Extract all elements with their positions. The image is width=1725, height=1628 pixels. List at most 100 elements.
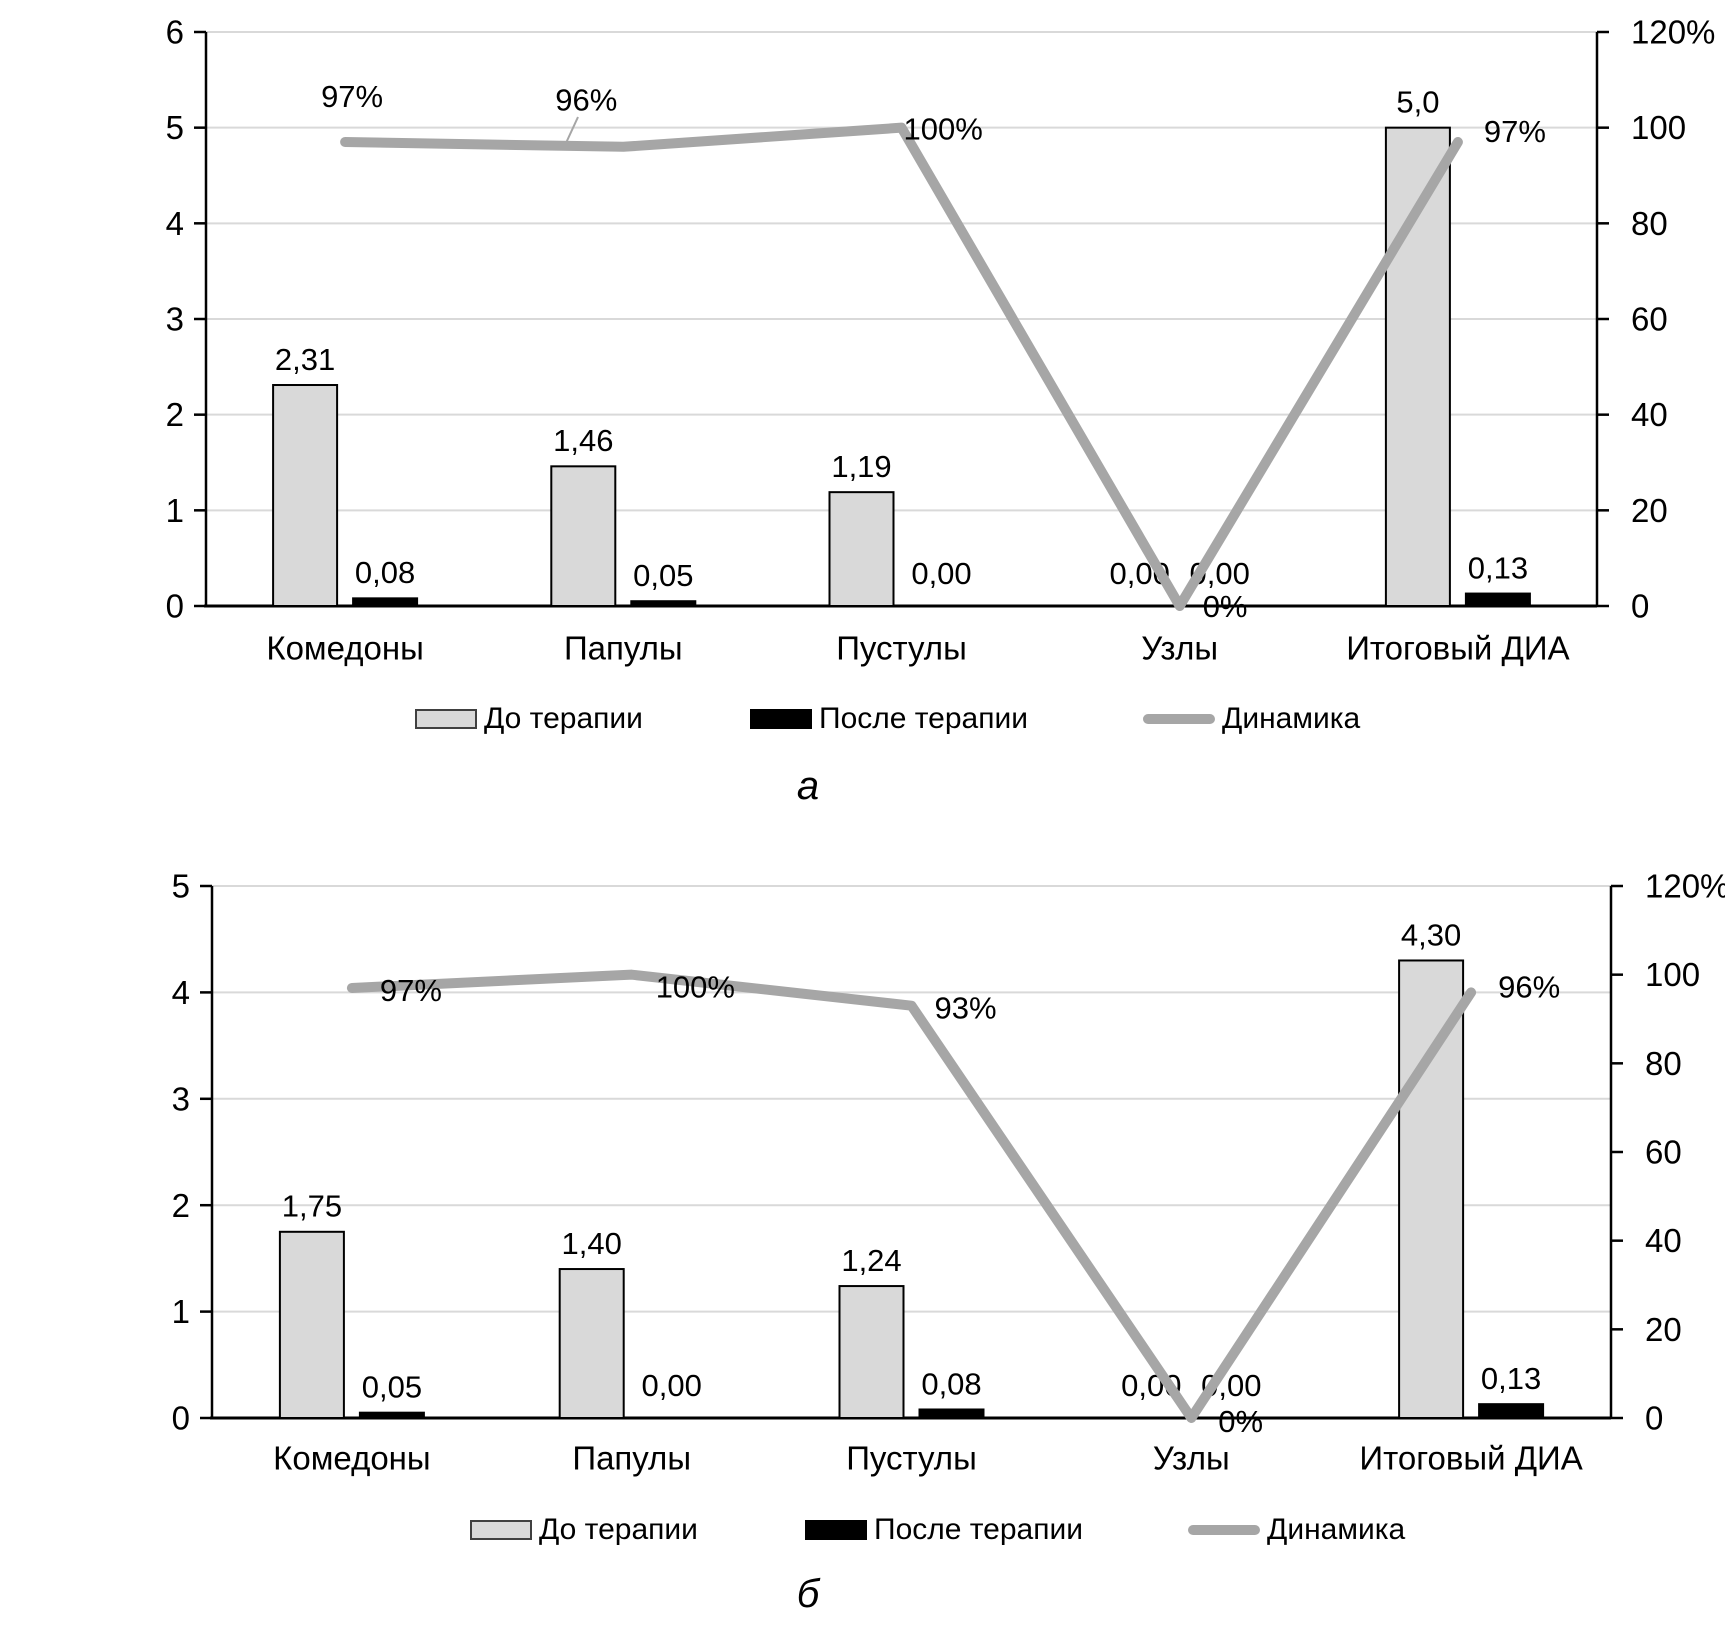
bar — [550, 465, 617, 607]
legend-item-after-a: После терапии — [750, 702, 1028, 736]
right-axis-tick-label: 60 — [1631, 301, 1668, 338]
left-axis-tick-label: 3 — [166, 301, 184, 338]
bar — [558, 1268, 625, 1420]
bar — [352, 597, 419, 608]
category-label: Итоговый ДИА — [1346, 630, 1569, 667]
legend-label-dynamics: Динамика — [1222, 702, 1361, 735]
right-axis-tick-label: 40 — [1631, 396, 1668, 433]
legend-item-before-b: До терапии — [470, 1513, 698, 1547]
bar-data-label: 1,75 — [282, 1189, 342, 1224]
legend-item-dynamics-a: Динамика — [1143, 702, 1360, 736]
left-axis-ticks: 0 1 2 3 4 5 — [172, 868, 212, 1437]
left-axis-tick-label: 4 — [166, 205, 184, 242]
category-label: Пустулы — [846, 1440, 977, 1477]
category-label: Итоговый ДИА — [1359, 1440, 1582, 1477]
left-axis-tick-label: 2 — [172, 1187, 190, 1224]
bar-data-label: 0,13 — [1468, 550, 1528, 585]
bar-data-label: 0,13 — [1481, 1361, 1541, 1396]
right-axis-ticks: 0 20 40 60 80 100 120% — [1597, 14, 1715, 625]
category-label: Комедоны — [266, 630, 423, 667]
line-data-label: 100% — [656, 970, 735, 1005]
bar-data-label: 1,40 — [562, 1226, 622, 1261]
chart-b-canvas: 0 1 2 3 4 5 0 20 40 60 80 100 120% 1,75 1,40 1,24 0,00 4,… — [172, 868, 1725, 1477]
legend-label-before: До терапии — [484, 702, 643, 735]
right-axis-tick-label: 80 — [1645, 1045, 1682, 1082]
left-axis-tick-label: 5 — [172, 868, 190, 905]
label-leader-line — [565, 116, 579, 144]
legend-item-dynamics-b: Динамика — [1188, 1513, 1405, 1547]
bar — [1478, 1403, 1545, 1419]
bars-before: 1,75 1,40 1,24 0,00 4,30 — [278, 917, 1465, 1420]
bar — [358, 1411, 425, 1420]
line-data-label: 96% — [1498, 969, 1560, 1004]
right-axis-tick-label: 120% — [1631, 14, 1715, 51]
legend-swatch-before-icon — [415, 709, 477, 729]
left-axis-tick-label: 6 — [166, 14, 184, 51]
line-data-label: 93% — [935, 991, 997, 1026]
bar-data-label: 1,19 — [831, 449, 891, 484]
bar-data-label: 5,0 — [1396, 85, 1439, 120]
line-data-label: 0% — [1218, 1404, 1263, 1439]
line-data-label: 0% — [1203, 589, 1248, 624]
bars-after: 0,08 0,05 0,00 0,00 0,13 — [352, 550, 1531, 608]
right-axis-tick-label: 20 — [1645, 1311, 1682, 1348]
line-data-label: 100% — [904, 112, 983, 147]
bar-data-label: 0,05 — [633, 558, 693, 593]
category-label: Папулы — [572, 1440, 691, 1477]
right-axis-tick-label: 40 — [1645, 1222, 1682, 1259]
line-data-label: 97% — [380, 973, 442, 1008]
bar-data-label: 1,46 — [553, 423, 613, 458]
legend-swatch-after-icon — [750, 709, 812, 729]
legend-label-after: После терапии — [819, 702, 1028, 735]
category-label: Папулы — [564, 630, 683, 667]
legend-swatch-before-icon — [470, 1520, 532, 1540]
category-label: Узлы — [1153, 1440, 1230, 1477]
bar — [630, 600, 697, 608]
right-axis-ticks: 0 20 40 60 80 100 120% — [1611, 868, 1725, 1437]
left-axis-tick-label: 4 — [172, 974, 190, 1011]
left-axis-ticks: 0 1 2 3 4 5 6 — [166, 14, 206, 625]
bar-data-label: 1,24 — [841, 1243, 901, 1278]
bar-data-label: 4,30 — [1401, 917, 1461, 952]
line-data-labels: 97% 96% 100% 0% 97% — [321, 79, 1546, 624]
left-axis-tick-label: 1 — [172, 1293, 190, 1330]
left-axis-tick-label: 2 — [166, 396, 184, 433]
right-axis-tick-label: 0 — [1631, 588, 1649, 625]
right-axis-tick-label: 80 — [1631, 205, 1668, 242]
category-labels: Комедоны Папулы Пустулы Узлы Итоговый ДИА — [266, 630, 1569, 667]
chart-a-canvas: 0123456020406080100120%2,311,461,190,005… — [166, 14, 1716, 667]
right-axis-tick-label: 100 — [1631, 109, 1686, 146]
bars-after: 0,05 0,00 0,08 0,00 0,13 — [358, 1361, 1545, 1420]
legend-item-after-b: После терапии — [805, 1513, 1083, 1547]
chart-b-caption: б — [796, 1572, 820, 1616]
dynamics-line — [340, 116, 1463, 611]
chart-a-caption: а — [796, 764, 820, 808]
bar — [1398, 959, 1465, 1419]
bar — [828, 491, 895, 608]
gridlines — [212, 885, 1611, 1313]
line-data-label: 96% — [555, 83, 617, 118]
legend-label-after: После терапии — [874, 1513, 1083, 1546]
bar-data-label: 0,08 — [355, 555, 415, 590]
bars-before: 2,31 1,46 1,19 0,00 5,0 — [272, 85, 1451, 608]
bar-data-label: 0,08 — [921, 1366, 981, 1401]
left-axis-tick-label: 5 — [166, 109, 184, 146]
bar-data-label: 0,00 — [642, 1368, 702, 1403]
bar-data-label: 2,31 — [275, 342, 335, 377]
line-data-labels: 97% 100% 93% 0% 96% — [380, 969, 1560, 1439]
left-axis-tick-label: 0 — [166, 588, 184, 625]
legend-label-dynamics: Динамика — [1267, 1513, 1406, 1546]
category-labels: Комедоны Папулы Пустулы Узлы Итоговый ДИА — [273, 1440, 1583, 1477]
bar-data-label: 0,05 — [362, 1370, 422, 1405]
right-axis-tick-label: 0 — [1645, 1400, 1663, 1437]
left-axis-tick-label: 1 — [166, 492, 184, 529]
legend-line-swatch-icon — [1143, 714, 1215, 724]
right-axis-tick-label: 120% — [1645, 868, 1725, 905]
bar — [272, 384, 339, 608]
legend-line-swatch-icon — [1188, 1525, 1260, 1535]
line-data-label: 97% — [321, 79, 383, 114]
right-axis-tick-label: 20 — [1631, 492, 1668, 529]
category-label: Узлы — [1141, 630, 1218, 667]
legend-label-before: До терапии — [539, 1513, 698, 1546]
right-axis-tick-label: 100 — [1645, 956, 1700, 993]
